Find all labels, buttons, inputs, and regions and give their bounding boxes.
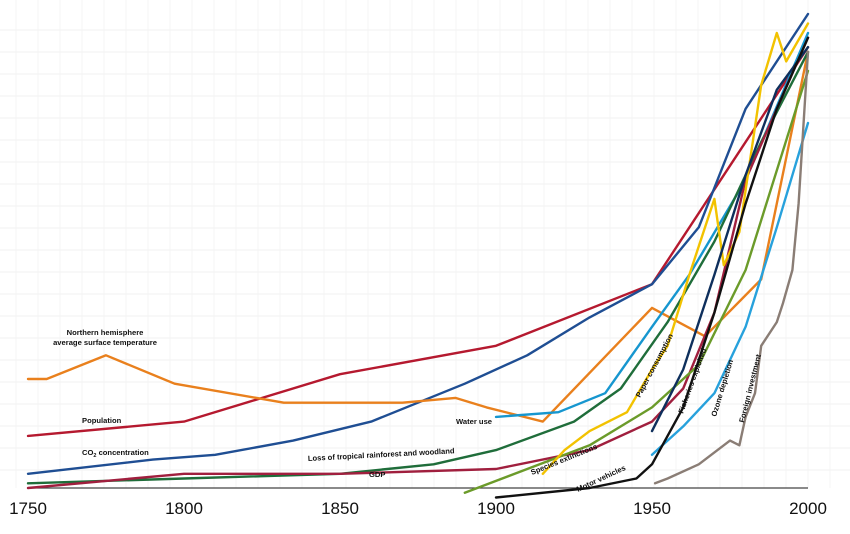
- label-temperature-line-2: average surface temperature: [53, 338, 157, 347]
- series-line-gdp: [26, 36, 810, 490]
- series-line-ozone-depletion: [650, 121, 810, 456]
- series-labels: Northern hemisphere average surface temp…: [53, 328, 763, 494]
- x-tick-label: 1750: [9, 499, 47, 518]
- label-co2-subscript: 2: [93, 453, 96, 459]
- series-line-foreign-investment: [653, 50, 810, 485]
- label-population: Population: [82, 416, 122, 425]
- label-ozone-depletion: Ozone depletion: [709, 358, 735, 417]
- series-line-motor-vehicles: [494, 36, 810, 499]
- series-line-paper-consumption: [541, 22, 810, 475]
- series-line-fisheries-exploited: [650, 46, 810, 433]
- x-tick-label: 1900: [477, 499, 515, 518]
- x-tick-label: 1950: [633, 499, 671, 518]
- label-water-use: Water use: [456, 417, 492, 426]
- series-line-population: [26, 46, 810, 438]
- label-rainforest: Loss of tropical rainforest and woodland: [308, 446, 455, 463]
- label-gdp: GDP: [369, 470, 385, 479]
- label-motor-vehicles: Motor vehicles: [575, 463, 627, 494]
- x-tick-label: 1800: [165, 499, 203, 518]
- x-tick-labels: 1750 1800 1850 1900 1950 2000: [9, 499, 827, 518]
- series-line-co2-concentration: [26, 12, 810, 475]
- series-line-northern-hemisphere-average-surface-temperature: [26, 50, 810, 423]
- label-co2: CO2 concentration: [82, 448, 149, 459]
- grid: [0, 0, 850, 488]
- label-co2-suffix: concentration: [96, 448, 149, 457]
- label-co2-prefix: CO: [82, 448, 93, 457]
- label-foreign-investment: Foreign investment: [737, 353, 763, 424]
- label-temperature-line-1: Northern hemisphere: [67, 328, 144, 337]
- series-line-loss-of-tropical-rainforest-and-woodland: [26, 50, 810, 485]
- series-layer: [26, 12, 810, 499]
- series-line-species-extinctions: [463, 69, 810, 494]
- x-tick-label: 2000: [789, 499, 827, 518]
- x-tick-label: 1850: [321, 499, 359, 518]
